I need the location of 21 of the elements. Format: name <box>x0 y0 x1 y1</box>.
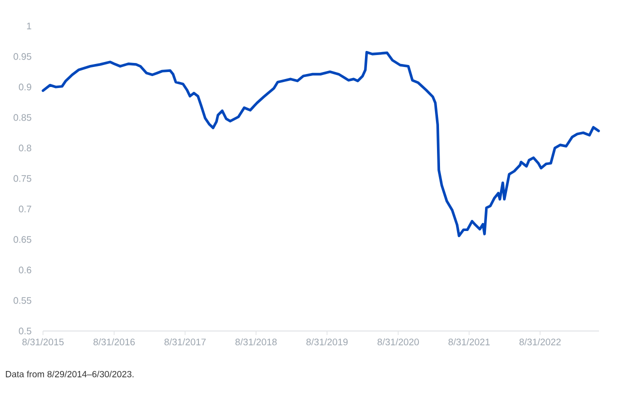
y-tick-label: 0.5 <box>18 328 32 334</box>
y-tick-label: 0.95 <box>14 53 32 60</box>
y-tick-label: 0.7 <box>18 206 32 212</box>
x-tick-label: 8/31/2017 <box>164 338 206 346</box>
y-tick-label: 1 <box>27 22 32 30</box>
x-tick-label: 8/31/2018 <box>235 338 277 346</box>
line-series <box>42 50 600 238</box>
y-tick-label: 0.8 <box>18 144 32 152</box>
x-tick-label: 8/31/2019 <box>306 338 348 346</box>
x-tick-label: 8/31/2015 <box>22 338 64 346</box>
y-tick-label: 0.9 <box>18 84 32 90</box>
y-tick-label: 0.6 <box>18 266 32 274</box>
x-tick-label: 8/31/2020 <box>378 338 419 346</box>
x-tick-label: 8/31/2016 <box>94 338 135 346</box>
y-tick-label: 0.55 <box>14 297 32 304</box>
text: Data from 8/29/2014–6/30/2023. <box>6 370 134 378</box>
y-tick-label: 0.75 <box>14 175 32 182</box>
y-tick-label: 0.65 <box>14 236 32 243</box>
x-tick-label: 8/31/2022 <box>519 338 561 346</box>
x-tick-label: 8/31/2021 <box>448 338 490 346</box>
y-tick-label: 0.85 <box>14 114 32 121</box>
